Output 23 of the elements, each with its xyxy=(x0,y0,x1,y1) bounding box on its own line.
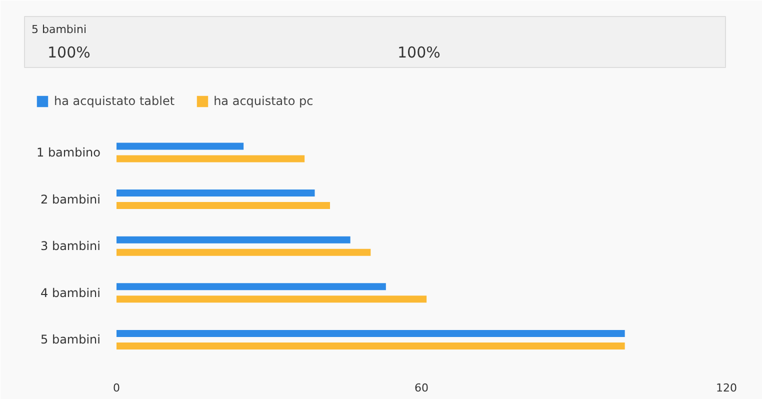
y-tick-label: 3 bambini xyxy=(40,239,100,254)
text: 5 bambini xyxy=(32,23,86,36)
text: 100% xyxy=(398,44,440,62)
y-tick-label: 2 bambini xyxy=(40,192,100,206)
bar xyxy=(116,330,625,337)
y-tick-label: 4 bambini xyxy=(40,286,100,300)
bar xyxy=(116,190,315,197)
bar xyxy=(116,202,330,210)
legend-label: ha acquistato tablet xyxy=(54,94,175,108)
x-tick-label: 60 xyxy=(414,382,428,394)
y-tick-label: 5 bambini xyxy=(40,332,100,347)
bar xyxy=(116,155,305,162)
legend-label: ha acquistato pc xyxy=(214,94,314,108)
y-tick-label: 1 bambino xyxy=(36,146,101,160)
bar xyxy=(116,296,427,303)
text: 100% xyxy=(48,44,90,62)
bar xyxy=(116,248,371,256)
bar xyxy=(116,342,625,350)
bar xyxy=(116,283,386,290)
x-tick-label: 120 xyxy=(716,382,737,394)
bar xyxy=(116,142,244,150)
bar xyxy=(116,236,350,244)
x-tick-label: 0 xyxy=(113,382,120,394)
